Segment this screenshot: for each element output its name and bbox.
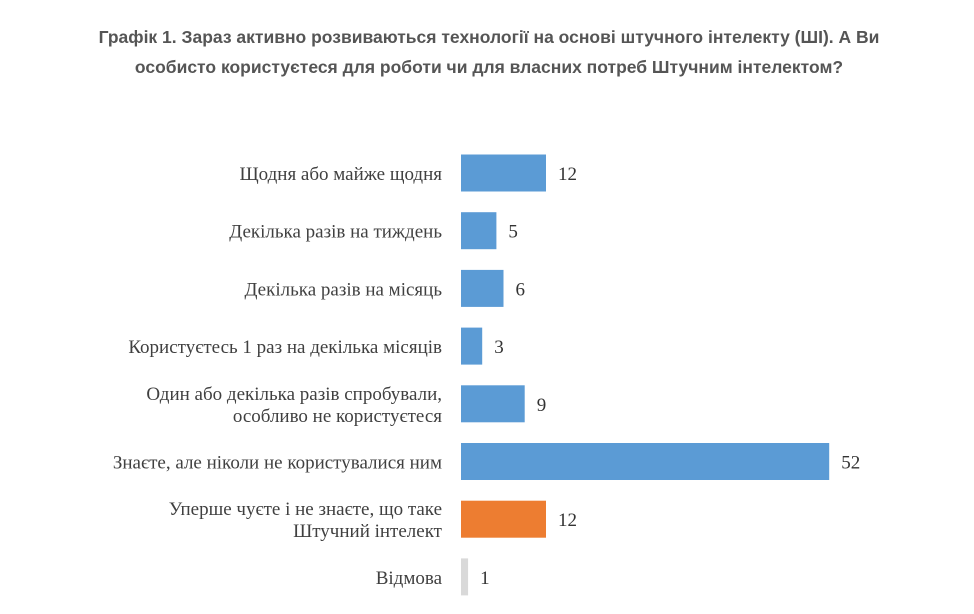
data-label-3: 6 bbox=[516, 279, 526, 300]
data-label-6: 52 bbox=[841, 453, 860, 474]
chart-title-line-2: особисто користуєтеся для роботи чи для … bbox=[134, 57, 844, 77]
bar-8 bbox=[461, 558, 469, 596]
data-label-7: 12 bbox=[558, 510, 577, 531]
chart-title: Графік 1. Зараз активно розвиваються тех… bbox=[14, 22, 964, 82]
category-label-4: Користуєтесь 1 раз на декілька місяців bbox=[128, 337, 442, 358]
category-label-5-line-2: особливо не користуєтеся bbox=[233, 406, 442, 427]
bar-3 bbox=[461, 269, 504, 307]
bar-4 bbox=[461, 327, 483, 365]
category-label-5-line-1: Один або декілька разів спробували, bbox=[146, 384, 442, 405]
bar-6 bbox=[461, 443, 830, 480]
data-label-5: 9 bbox=[537, 395, 547, 416]
data-label-4: 3 bbox=[494, 337, 504, 358]
bar-1 bbox=[461, 154, 546, 192]
bar-7 bbox=[461, 500, 546, 538]
category-label-1: Щодня або майже щодня bbox=[239, 164, 442, 185]
category-label-2: Декілька разів на тиждень bbox=[229, 222, 442, 243]
category-label-3: Декілька разів на місяць bbox=[244, 279, 442, 300]
data-label-1: 12 bbox=[558, 164, 577, 185]
category-label-6: Знаєте, але ніколи не користувалися ним bbox=[113, 453, 442, 474]
bar-5 bbox=[461, 385, 525, 423]
data-label-8: 1 bbox=[480, 568, 490, 589]
category-label-7-line-1: Уперше чуєте і не знаєте, що таке bbox=[169, 499, 442, 520]
category-label-8: Відмова bbox=[376, 568, 443, 589]
category-label-7-line-2: Штучний інтелект bbox=[293, 521, 443, 542]
chart-title-line-1: Графік 1. Зараз активно розвиваються тех… bbox=[98, 27, 880, 47]
bar-2 bbox=[461, 212, 497, 250]
data-label-2: 5 bbox=[508, 222, 518, 243]
